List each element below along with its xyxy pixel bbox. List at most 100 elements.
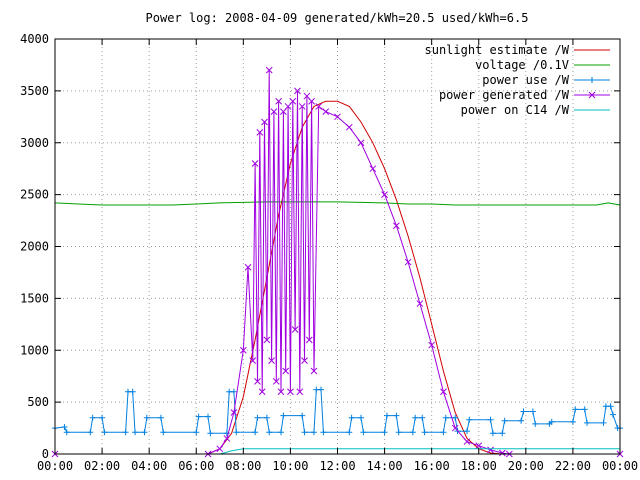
- data-point: [463, 438, 471, 445]
- series-power-generated-w: [51, 66, 624, 458]
- data-point: [205, 413, 212, 420]
- data-point: [216, 445, 224, 453]
- data-point: [254, 414, 261, 421]
- data-point: [569, 418, 576, 425]
- data-point: [258, 388, 266, 396]
- data-point: [244, 263, 252, 271]
- data-point: [348, 414, 355, 421]
- data-point: [268, 357, 275, 364]
- x-tick-label: 08:00: [225, 459, 261, 473]
- data-point: [346, 429, 353, 436]
- data-point: [308, 97, 315, 105]
- data-point: [451, 424, 459, 432]
- data-point: [261, 118, 268, 126]
- x-tick-label: 00:00: [37, 459, 73, 473]
- x-tick-label: 10:00: [272, 459, 308, 473]
- axis-ticks: 0 500 1000 1500 2000 2500 3000 3500 4000 00:00 02:…: [20, 32, 638, 473]
- data-point: [263, 336, 271, 344]
- data-point: [101, 429, 108, 436]
- legend-label: power generated /W: [439, 88, 570, 102]
- data-point: [572, 406, 579, 413]
- data-point: [270, 108, 278, 115]
- data-point: [122, 429, 129, 436]
- data-point: [193, 429, 200, 436]
- data-point: [299, 412, 306, 419]
- data-point: [301, 357, 308, 364]
- legend-marker: [589, 77, 595, 83]
- data-point: [419, 414, 426, 421]
- series-sunlight-estimate-w: [55, 100, 620, 455]
- series-line: [55, 100, 620, 455]
- data-point: [160, 429, 167, 436]
- data-point: [383, 412, 390, 419]
- data-point: [498, 449, 506, 457]
- data-point: [266, 429, 273, 436]
- chart-title: Power log: 2008-04-09 generated/kWh=20.5…: [146, 11, 529, 25]
- data-point: [409, 429, 416, 436]
- data-point: [157, 414, 164, 421]
- data-point: [310, 367, 318, 375]
- data-point: [298, 103, 306, 110]
- data-point: [252, 429, 259, 436]
- data-point: [318, 386, 325, 393]
- data-point: [320, 429, 327, 436]
- data-point: [381, 429, 388, 436]
- legend-label: power use /W: [482, 73, 569, 87]
- data-point: [334, 113, 341, 121]
- y-tick-label: 0: [42, 447, 49, 461]
- data-point: [287, 388, 294, 396]
- data-point: [63, 429, 70, 436]
- legend-item-power-on-c14-w: power on C14 /W: [461, 103, 610, 117]
- x-tick-label: 20:00: [508, 459, 544, 473]
- data-point: [412, 414, 419, 421]
- data-point: [256, 129, 264, 136]
- x-tick-label: 22:00: [555, 459, 591, 473]
- y-tick-label: 2000: [20, 240, 49, 254]
- data-point: [581, 406, 588, 413]
- legend-label: sunlight estimate /W: [425, 43, 570, 57]
- y-tick-label: 1000: [20, 343, 49, 357]
- x-tick-label: 00:00: [602, 459, 638, 473]
- legend-item-power-use-w: power use /W: [482, 73, 610, 87]
- x-tick-label: 04:00: [131, 459, 167, 473]
- x-tick-label: 06:00: [178, 459, 214, 473]
- data-point: [499, 430, 506, 437]
- y-tick-label: 3500: [20, 84, 49, 98]
- data-point: [294, 87, 301, 95]
- data-point: [393, 412, 400, 419]
- series-voltage-0-1v: [54, 201, 621, 206]
- data-point: [291, 326, 299, 333]
- data-point: [489, 430, 496, 437]
- data-point: [475, 442, 483, 450]
- data-point: [230, 388, 237, 395]
- data-point: [428, 341, 436, 349]
- series-line: [54, 201, 621, 206]
- legend-label: power on C14 /W: [461, 103, 570, 117]
- data-point: [357, 139, 365, 147]
- data-point: [421, 429, 428, 436]
- data-point: [548, 418, 555, 425]
- data-point: [609, 411, 616, 418]
- series-power-use-w: [52, 386, 623, 437]
- data-point: [87, 429, 94, 436]
- y-tick-label: 3000: [20, 136, 49, 150]
- data-point: [600, 419, 607, 426]
- legend-item-voltage-0-1v: voltage /0.1V: [475, 58, 610, 72]
- data-point: [487, 446, 494, 454]
- data-point: [61, 424, 68, 431]
- data-point: [315, 103, 323, 110]
- data-point: [416, 300, 424, 307]
- legend-item-power-generated-w: power generated /W: [439, 88, 610, 102]
- data-point: [393, 222, 400, 230]
- data-point: [345, 123, 353, 131]
- data-point: [466, 416, 473, 423]
- data-point: [520, 408, 527, 415]
- legend-marker: [588, 91, 596, 99]
- x-tick-label: 02:00: [84, 459, 120, 473]
- data-point: [207, 430, 214, 437]
- data-point: [296, 388, 304, 396]
- data-point: [132, 429, 139, 436]
- data-point: [322, 108, 330, 115]
- data-point: [440, 429, 447, 436]
